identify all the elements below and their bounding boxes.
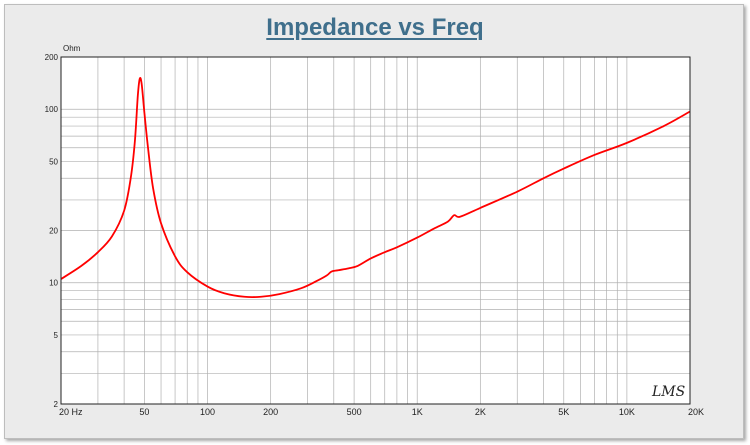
y-axis-unit-label: Ohm [63,44,81,53]
x-tick-label: 10K [619,407,635,417]
y-tick-label: 2 [54,400,59,409]
x-tick-label: 20 Hz [59,407,83,417]
x-tick-label: 50 [139,407,149,417]
y-tick-label: 20 [49,227,58,236]
x-tick-label: 200 [263,407,278,417]
plot-border [60,56,691,405]
x-tick-label: 5K [558,407,569,417]
grid [60,56,691,405]
impedance-curve [60,76,691,299]
x-tick-label: 500 [347,407,362,417]
lms-watermark: LMS [651,384,685,400]
y-tick-label: 5 [54,331,59,340]
y-tick-label: 100 [45,105,59,114]
x-tick-label: 20K [688,407,704,417]
chart-title: Impedance vs Freq [266,14,484,41]
x-tick-label: 100 [200,407,215,417]
y-tick-label: 10 [49,279,58,288]
y-tick-label: 200 [45,53,59,62]
axis-tick-labels: 20 Hz 50 100 200 500 1K 2K 5K 10K 20K 200 100 50 20 10… [45,53,704,417]
x-tick-label: 1K [412,407,423,417]
x-tick-label: 2K [475,407,486,417]
y-tick-label: 50 [49,157,58,166]
